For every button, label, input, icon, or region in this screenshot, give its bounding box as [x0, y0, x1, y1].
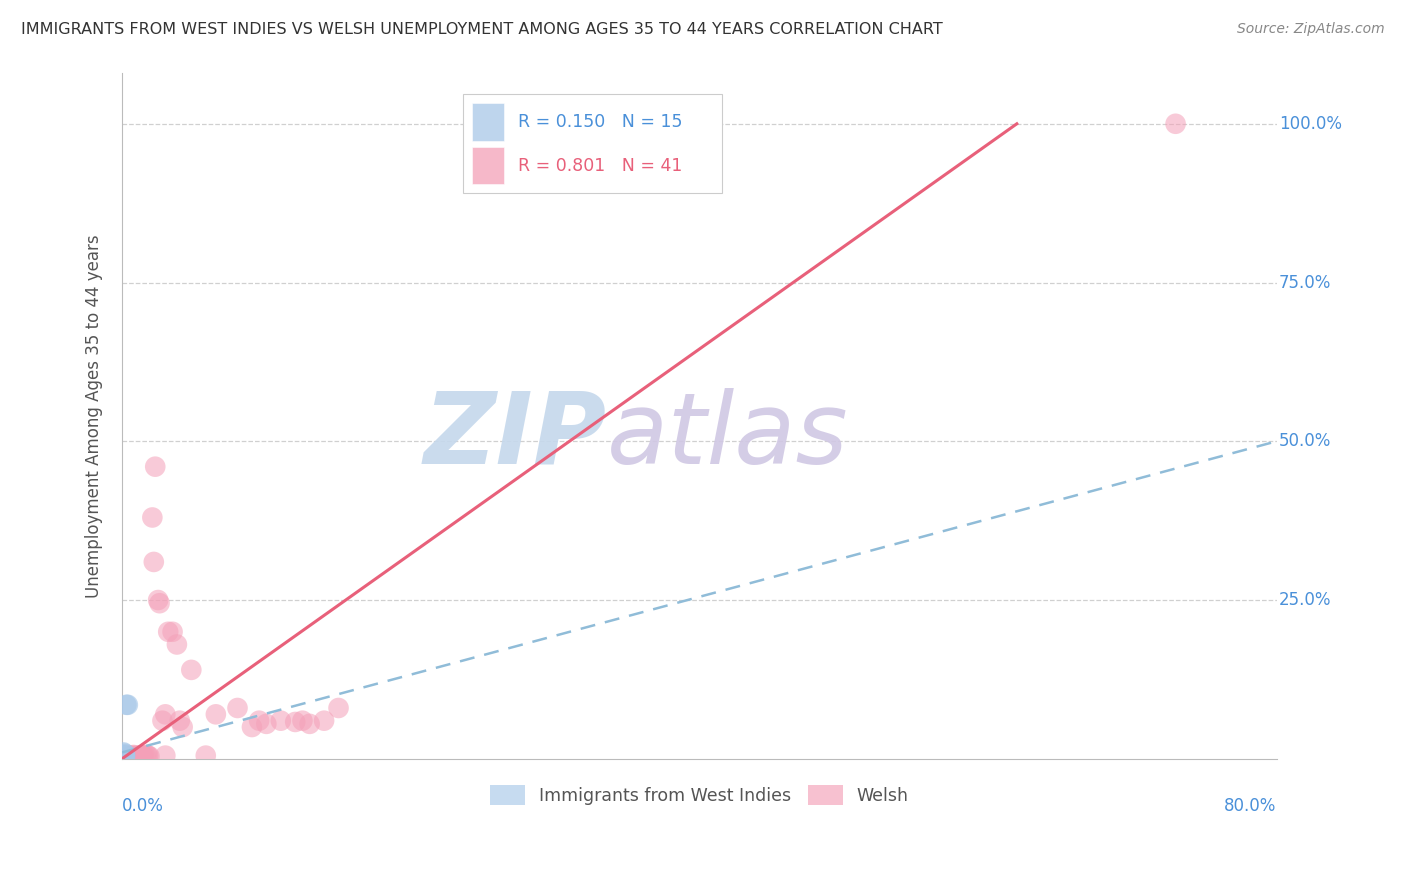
Point [143, 459, 166, 474]
Point [172, 720, 194, 734]
Point [129, 749, 152, 764]
Text: 25.0%: 25.0% [1279, 591, 1331, 609]
Point [114, 750, 136, 764]
Text: R = 0.150   N = 15: R = 0.150 N = 15 [517, 113, 682, 131]
Y-axis label: Unemployment Among Ages 35 to 44 years: Unemployment Among Ages 35 to 44 years [86, 234, 103, 598]
Text: 50.0%: 50.0% [1279, 433, 1331, 450]
Text: atlas: atlas [607, 388, 849, 485]
Point [115, 698, 138, 712]
Point [240, 720, 263, 734]
Point [138, 749, 160, 764]
Point [131, 748, 153, 763]
Point [117, 698, 139, 712]
Point [121, 748, 143, 763]
Point [314, 714, 336, 728]
Point [254, 717, 277, 731]
Point [112, 750, 135, 764]
Legend: Immigrants from West Indies, Welsh: Immigrants from West Indies, Welsh [484, 778, 915, 812]
Point [155, 748, 177, 763]
Point [155, 707, 177, 722]
Text: 100.0%: 100.0% [1279, 115, 1341, 133]
Point [141, 510, 163, 524]
Point [112, 748, 135, 763]
Point [148, 596, 170, 610]
Point [194, 748, 217, 763]
FancyBboxPatch shape [472, 146, 505, 185]
Point [114, 747, 136, 762]
Point [118, 748, 141, 763]
Text: R = 0.801   N = 41: R = 0.801 N = 41 [517, 157, 682, 175]
Point [135, 747, 157, 762]
Point [270, 714, 292, 728]
Point [291, 714, 314, 728]
Point [132, 748, 155, 763]
Point [558, 117, 581, 131]
Point [112, 751, 135, 765]
Point [205, 707, 228, 722]
Point [112, 750, 135, 764]
Point [125, 748, 148, 763]
Point [112, 746, 135, 760]
Point [328, 701, 350, 715]
Point [166, 638, 188, 652]
Text: 0.0%: 0.0% [122, 797, 165, 814]
Point [112, 751, 135, 765]
Point [146, 593, 169, 607]
Text: Source: ZipAtlas.com: Source: ZipAtlas.com [1237, 22, 1385, 37]
Point [284, 714, 307, 729]
Point [127, 749, 149, 764]
Point [247, 714, 270, 728]
FancyBboxPatch shape [463, 94, 723, 193]
Point [134, 748, 156, 763]
Point [142, 555, 165, 569]
Point [112, 750, 135, 764]
Point [114, 749, 136, 764]
Point [122, 747, 145, 762]
Text: IMMIGRANTS FROM WEST INDIES VS WELSH UNEMPLOYMENT AMONG AGES 35 TO 44 YEARS CORR: IMMIGRANTS FROM WEST INDIES VS WELSH UNE… [21, 22, 943, 37]
Point [152, 714, 174, 728]
Point [114, 747, 136, 761]
Point [169, 714, 191, 728]
Point [128, 748, 150, 763]
Point [298, 717, 321, 731]
Point [112, 749, 135, 764]
Point [136, 748, 159, 763]
Point [157, 624, 180, 639]
Point [112, 750, 135, 764]
Text: 75.0%: 75.0% [1279, 274, 1331, 292]
FancyBboxPatch shape [472, 103, 505, 141]
Text: ZIP: ZIP [425, 388, 607, 485]
Point [180, 663, 202, 677]
Text: 80.0%: 80.0% [1225, 797, 1277, 814]
Point [1164, 117, 1187, 131]
Point [162, 624, 184, 639]
Point [226, 701, 249, 715]
